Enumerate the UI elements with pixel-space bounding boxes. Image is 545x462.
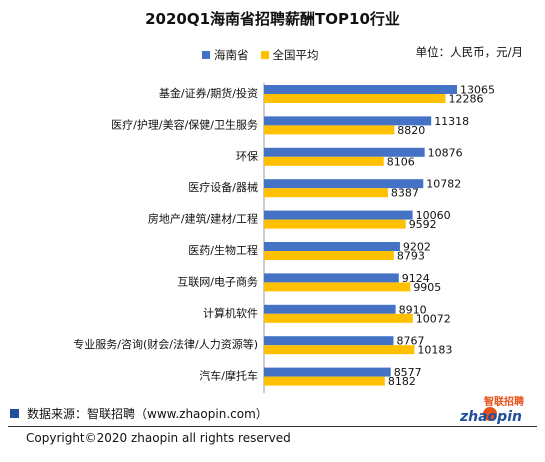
bar-national <box>264 125 395 135</box>
data-label-national: 8793 <box>397 250 425 263</box>
bar-national <box>264 345 415 355</box>
data-label-national: 10183 <box>417 344 452 357</box>
legend-item-hainan: 海南省 <box>202 47 249 63</box>
logo-ball-icon <box>482 406 498 422</box>
data-label-hainan: 8910 <box>399 303 427 316</box>
category-label: 基金/证券/期货/投资 <box>159 86 258 100</box>
category-label: 专业服务/咨询(财会/法律/人力资源等) <box>73 337 258 351</box>
source-bullet-icon <box>10 409 19 418</box>
bar-national <box>264 219 406 229</box>
data-label-national: 9905 <box>413 281 441 294</box>
bar-national <box>264 94 446 103</box>
legend-item-national: 全国平均 <box>260 47 319 63</box>
bar-national <box>264 156 384 166</box>
bar-national <box>264 376 385 386</box>
category-label: 医疗/护理/美容/保健/卫生服务 <box>111 117 258 131</box>
copyright-text: Copyright©2020 zhaopin all rights reserv… <box>26 431 291 445</box>
bar-hainan <box>264 147 425 157</box>
data-source-text: 数据来源：智联招聘（www.zhaopin.com） <box>27 407 268 421</box>
data-label-hainan: 10876 <box>428 146 463 159</box>
data-label-national: 8182 <box>388 375 416 388</box>
bar-hainan <box>264 367 391 377</box>
data-source: 数据来源：智联招聘（www.zhaopin.com） <box>10 405 268 422</box>
chart-title: 2020Q1海南省招聘薪酬TOP10行业 <box>145 10 400 28</box>
data-label-national: 8820 <box>397 124 425 137</box>
data-label-hainan: 9202 <box>403 241 431 254</box>
data-label-national: 10072 <box>416 312 451 325</box>
bar-national <box>264 282 411 292</box>
bar-national <box>264 313 413 323</box>
data-label-hainan: 8767 <box>397 335 425 348</box>
legend-swatch-hainan <box>202 51 210 59</box>
chart-legend: 海南省 全国平均 <box>202 47 331 63</box>
zhaopin-logo: 智联招聘 zhaopin <box>459 395 524 424</box>
data-label-hainan: 11318 <box>434 115 469 128</box>
footer-divider <box>8 426 537 427</box>
category-label: 汽车/摩托车 <box>199 369 258 383</box>
bar-hainan <box>264 116 432 126</box>
category-label: 环保 <box>236 149 258 163</box>
data-label-hainan: 10060 <box>416 209 451 222</box>
data-label-national: 12286 <box>448 93 483 106</box>
logo-wordmark: zhaopin <box>459 409 522 424</box>
bar-national <box>264 188 388 198</box>
data-label-national: 8106 <box>387 155 415 168</box>
logo-brand-text: 智联招聘 <box>484 395 524 408</box>
data-label-national: 8387 <box>391 187 419 200</box>
data-label-national: 9592 <box>409 218 437 231</box>
data-label-hainan: 8577 <box>394 366 422 379</box>
category-label: 医疗设备/器械 <box>188 180 258 194</box>
data-label-hainan: 10782 <box>426 178 461 191</box>
bar-hainan <box>264 273 399 283</box>
category-label: 房地产/建筑/建材/工程 <box>148 212 258 226</box>
bar-hainan <box>264 85 457 94</box>
legend-label-national: 全国平均 <box>272 48 319 62</box>
category-label: 计算机软件 <box>203 306 258 320</box>
bar-national <box>264 251 394 260</box>
bar-hainan <box>264 336 394 346</box>
bar-hainan <box>264 242 400 251</box>
bar-hainan <box>264 210 413 220</box>
data-label-hainan: 9124 <box>402 272 430 285</box>
category-label: 医药/生物工程 <box>188 243 258 257</box>
bar-hainan <box>264 179 424 189</box>
category-label: 互联网/电子商务 <box>177 274 258 288</box>
unit-label: 单位：人民币，元/月 <box>415 45 523 59</box>
legend-swatch-national <box>260 51 269 59</box>
bar-hainan <box>264 304 396 314</box>
legend-label-hainan: 海南省 <box>214 48 249 62</box>
logo-ball-ring <box>482 406 498 422</box>
data-label-hainan: 13065 <box>460 84 495 97</box>
